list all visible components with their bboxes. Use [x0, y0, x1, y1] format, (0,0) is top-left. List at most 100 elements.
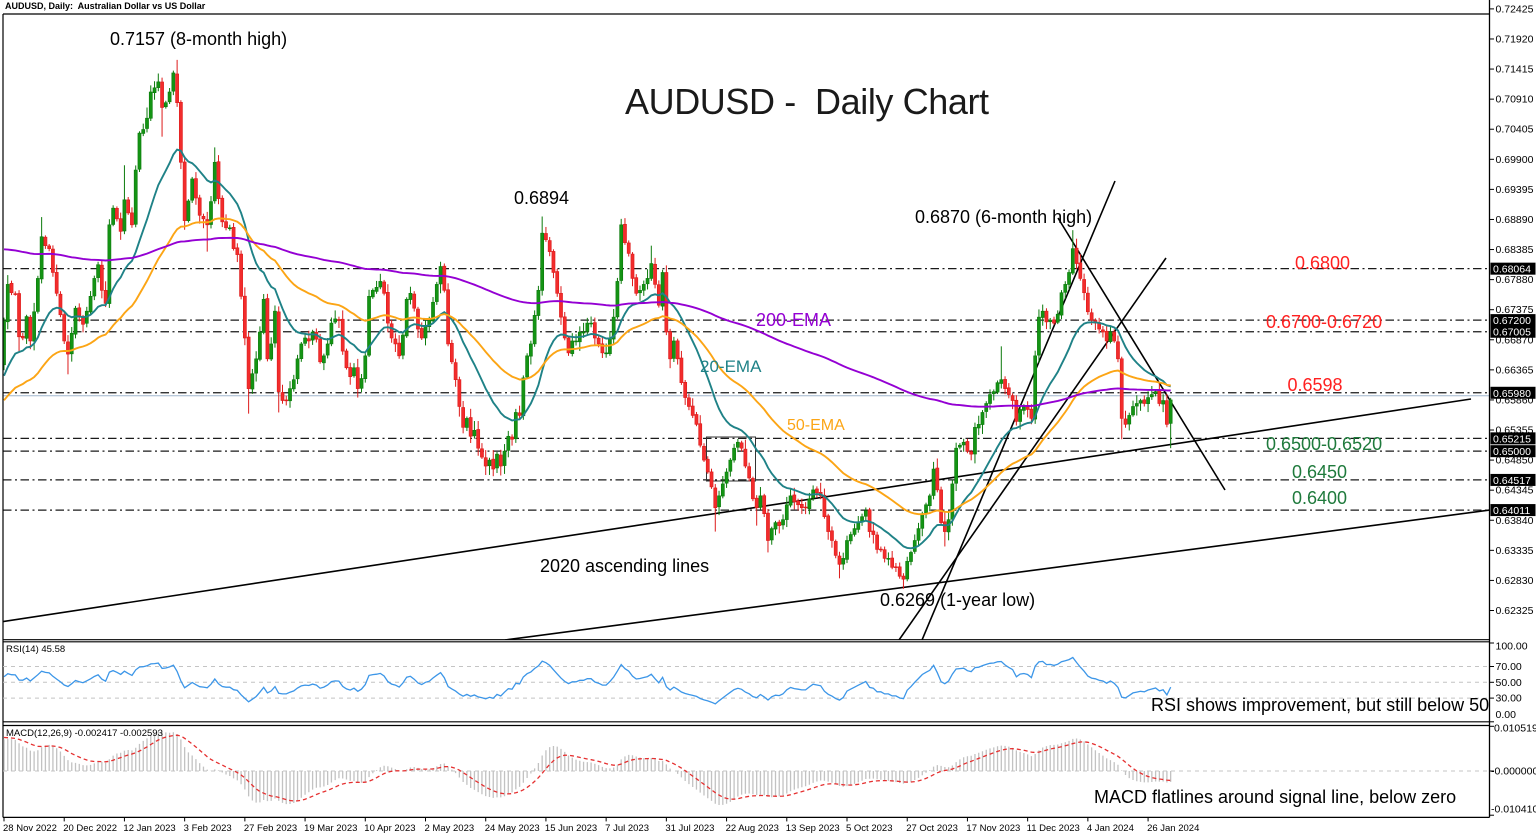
date-tick-label[interactable]: 26 Jan 2024	[1147, 823, 1199, 834]
candle-body	[931, 468, 936, 496]
date-tick-label[interactable]: 27 Feb 2023	[244, 823, 297, 834]
candle-body	[920, 513, 925, 529]
candle-body	[973, 427, 977, 455]
candle-body	[1127, 415, 1132, 425]
candle-body	[724, 471, 729, 484]
candle-body	[1040, 310, 1045, 318]
candle-body	[551, 251, 556, 273]
candle-body	[743, 448, 748, 467]
level-price-box-label: 0.68064	[1493, 264, 1531, 276]
date-tick-label[interactable]: 31 Jul 2023	[665, 823, 714, 834]
date-tick-label[interactable]: 20 Dec 2022	[63, 823, 117, 834]
candle-body	[156, 81, 161, 88]
candle-body	[991, 391, 996, 395]
candle-body	[513, 412, 518, 440]
date-tick-label[interactable]: 15 Jun 2023	[545, 823, 597, 834]
date-tick-label[interactable]: 17 Nov 2023	[966, 823, 1020, 834]
candle-body	[762, 495, 767, 515]
level-price-box	[1490, 432, 1536, 445]
candle-body	[457, 379, 462, 407]
candle-body	[559, 293, 563, 318]
level-price-box	[1490, 473, 1536, 486]
candle-body	[758, 495, 763, 508]
candle-body	[1123, 418, 1128, 425]
date-tick-label[interactable]: 11 Dec 2023	[1027, 823, 1080, 834]
rsi-tick-label: 30.00	[1496, 693, 1522, 705]
candle-body	[950, 483, 955, 520]
candle-body	[352, 367, 356, 377]
rsi-tick-label: 0.00	[1496, 709, 1517, 721]
candle-body	[9, 283, 14, 294]
annotation-rsi-note: RSI shows improvement, but still below 5…	[1151, 695, 1490, 715]
trendline-descending-wedge[interactable]	[1057, 217, 1226, 491]
date-tick-label[interactable]: 27 Oct 2023	[906, 823, 958, 834]
candle-body	[442, 265, 447, 291]
price-tick-label: 0.70910	[1496, 94, 1534, 106]
candle-body	[160, 81, 164, 108]
candle-body	[728, 459, 733, 472]
candle-body	[796, 500, 800, 506]
date-tick-label[interactable]: 10 Apr 2023	[364, 823, 415, 834]
candle-body	[942, 521, 947, 532]
candle-body	[288, 388, 292, 402]
candle-body	[235, 247, 240, 255]
trendline-ascending-2020-lower[interactable]	[504, 509, 1490, 640]
level-label-0.6598: 0.6598	[1287, 374, 1343, 395]
candle-body	[905, 561, 910, 580]
candle-body	[1131, 406, 1135, 416]
candle-body	[566, 337, 571, 354]
date-tick-label[interactable]: 4 Jan 2024	[1087, 823, 1134, 834]
candle-body	[374, 287, 379, 292]
candle-body	[295, 358, 300, 380]
candle-body	[615, 281, 620, 318]
candle-body	[1078, 262, 1083, 279]
candle-body	[702, 445, 706, 461]
date-tick-label[interactable]: 2 May 2023	[425, 823, 475, 834]
candle-body	[401, 334, 405, 356]
date-axis: 28 Nov 2022 20 Dec 2022 12 Jan 2023 3 Feb 2…	[3, 817, 1199, 834]
candle-body	[600, 343, 605, 354]
candle-body	[5, 284, 10, 323]
candle-body	[826, 515, 831, 532]
candle-body	[623, 223, 627, 243]
candle-body	[999, 379, 1004, 384]
candle-body	[1074, 247, 1079, 264]
candle-body	[468, 417, 473, 437]
candle-body	[574, 340, 578, 343]
date-tick-label[interactable]: 22 Aug 2023	[726, 823, 779, 834]
candle-body	[698, 423, 703, 446]
candle-body	[668, 331, 672, 360]
candle-body	[378, 281, 383, 288]
date-tick-label[interactable]: 12 Jan 2023	[123, 823, 175, 834]
date-tick-label[interactable]: 3 Feb 2023	[184, 823, 232, 834]
candle-body	[672, 340, 676, 359]
candle-body	[265, 298, 270, 360]
level-price-box	[1490, 262, 1536, 275]
level-price-box-label: 0.64011	[1493, 505, 1530, 517]
candle-body	[197, 197, 202, 216]
candle-body	[43, 236, 48, 246]
date-tick-label[interactable]: 24 May 2023	[485, 823, 540, 834]
candle-body	[980, 412, 985, 425]
candle-body	[510, 436, 514, 440]
date-tick-label[interactable]: 7 Jul 2023	[605, 823, 649, 834]
trendline-steep-ascending-right[interactable]	[898, 257, 1167, 640]
candle-body	[431, 301, 435, 322]
date-tick-label[interactable]: 28 Nov 2022	[3, 823, 57, 834]
rsi-indicator-label: RSI(14) 45.58	[6, 644, 66, 655]
candle-body	[81, 317, 85, 325]
date-tick-label[interactable]: 5 Oct 2023	[846, 823, 892, 834]
trendline-ascending-2020-upper[interactable]	[0, 398, 1472, 623]
candle-body	[179, 101, 183, 163]
annotation-8-month-high: 0.7157 (8-month high)	[110, 29, 288, 49]
candle-body	[434, 284, 439, 302]
candle-body	[167, 91, 172, 103]
candle-body	[363, 355, 368, 379]
trendlines	[0, 180, 1490, 640]
candlesticks-layer	[3, 59, 1173, 589]
date-tick-label[interactable]: 13 Sep 2023	[786, 823, 840, 834]
level-price-box-label: 0.67200	[1493, 315, 1531, 327]
rsi-tick-label: 70.00	[1496, 661, 1522, 673]
date-tick-label[interactable]: 19 Mar 2023	[304, 823, 357, 834]
